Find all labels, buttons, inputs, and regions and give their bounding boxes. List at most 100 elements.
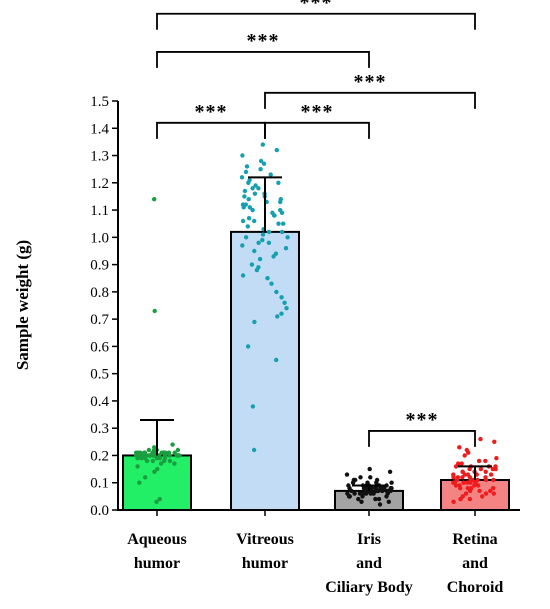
x-category-label: Choroid	[447, 579, 504, 596]
data-point	[245, 344, 251, 349]
data-point	[260, 237, 265, 243]
data-point	[477, 488, 482, 494]
x-category-label: Ciliary Body	[325, 579, 413, 596]
data-point	[478, 436, 483, 442]
data-point	[258, 167, 263, 172]
data-point	[464, 447, 469, 453]
significance-bracket	[368, 430, 476, 447]
data-point	[240, 218, 246, 224]
data-point	[274, 357, 279, 363]
data-point	[451, 499, 456, 504]
data-point	[357, 491, 363, 496]
data-point	[239, 175, 245, 180]
data-point	[469, 486, 474, 491]
data-point	[278, 197, 283, 202]
significance-bracket	[156, 121, 266, 139]
data-point	[476, 458, 482, 464]
data-point	[246, 216, 252, 221]
data-point	[475, 477, 480, 483]
data-point	[478, 466, 484, 472]
data-point	[465, 480, 470, 485]
data-point	[251, 447, 257, 453]
data-point	[483, 475, 488, 480]
data-point	[157, 453, 162, 458]
data-point	[358, 475, 363, 480]
y-tick-label: 0.9	[90, 258, 109, 274]
data-point	[256, 265, 261, 270]
data-point	[460, 469, 465, 474]
data-point	[240, 243, 245, 248]
y-tick-label: 0.8	[90, 285, 109, 301]
significance-label: ***	[354, 71, 387, 93]
data-point	[150, 458, 156, 464]
data-point	[274, 147, 279, 153]
data-point	[462, 453, 467, 458]
data-point	[457, 483, 462, 488]
y-tick-label: 1.5	[90, 94, 109, 110]
data-point	[269, 281, 274, 286]
data-point	[386, 499, 391, 504]
data-point	[283, 246, 289, 251]
x-category-label: Aqueous	[127, 531, 187, 548]
significance-bracket	[156, 51, 370, 68]
data-point	[172, 461, 177, 466]
data-point	[243, 169, 249, 175]
data-point	[152, 197, 157, 202]
data-point	[388, 486, 393, 491]
data-point	[493, 464, 498, 469]
data-point	[249, 262, 255, 267]
data-point	[278, 207, 283, 213]
x-category-label: and	[462, 555, 488, 572]
data-point	[282, 300, 287, 305]
data-point	[142, 450, 147, 455]
y-axis-title: Sample weight (g)	[13, 240, 32, 370]
significance-bracket	[264, 121, 370, 139]
data-point	[279, 295, 284, 300]
y-tick-label: 1.1	[90, 203, 109, 219]
x-category-label: Retina	[452, 531, 497, 548]
data-point	[465, 472, 471, 477]
data-point	[161, 450, 166, 455]
data-point	[373, 486, 379, 491]
data-point	[389, 480, 394, 485]
data-point	[252, 191, 258, 196]
data-point	[260, 142, 265, 147]
data-point	[492, 439, 497, 444]
data-point	[483, 491, 489, 496]
data-point	[346, 483, 351, 488]
data-point	[242, 188, 248, 194]
data-point	[368, 475, 373, 480]
data-point	[494, 456, 499, 461]
data-point	[275, 314, 280, 319]
data-point	[345, 491, 350, 496]
data-point	[276, 180, 281, 185]
data-point	[461, 480, 466, 485]
data-point	[242, 194, 247, 199]
significance-annotations: *** *** *** *** *** ***	[156, 0, 476, 447]
y-tick-label: 1.2	[90, 176, 109, 192]
significance-label: ***	[195, 101, 228, 123]
data-point	[143, 475, 148, 480]
x-labels-group: Aqueous humor Vitreous humor Iris and Ciliary …	[127, 510, 503, 596]
data-point	[352, 491, 357, 496]
data-point	[256, 186, 261, 191]
data-point	[244, 164, 250, 169]
data-point	[377, 502, 383, 507]
data-point	[491, 491, 496, 496]
data-point	[252, 248, 257, 254]
data-point	[379, 486, 385, 491]
y-tick-label: 0.3	[90, 421, 109, 437]
data-point	[488, 488, 493, 494]
y-tick-label: 0.7	[90, 312, 109, 328]
data-point	[387, 469, 393, 474]
data-point	[268, 172, 273, 177]
data-point	[279, 229, 285, 235]
data-point	[247, 205, 252, 210]
data-point	[167, 458, 173, 464]
data-point	[158, 461, 164, 466]
data-point	[245, 224, 250, 229]
data-point	[460, 494, 465, 499]
data-point	[483, 458, 488, 464]
data-point	[266, 240, 272, 245]
